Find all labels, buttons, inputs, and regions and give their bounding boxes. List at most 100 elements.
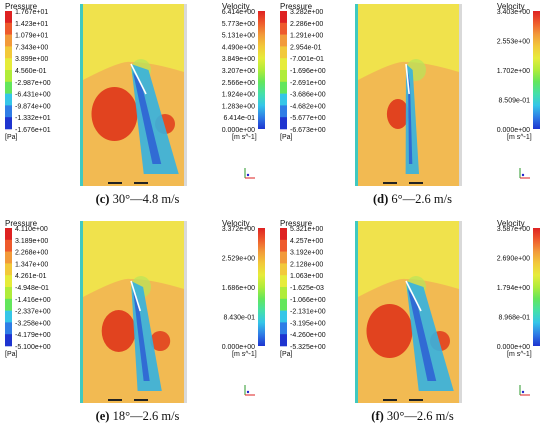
axis-triad-z xyxy=(521,390,525,394)
pressure-tick-label: 2.286e+00 xyxy=(290,21,323,28)
velocity-legend-title: Velocity xyxy=(497,2,525,11)
pressure-tick-label: 1.767e+01 xyxy=(15,9,48,16)
pressure-legend-swatch xyxy=(280,117,287,130)
pressure-tick-label: -4.179e+00 xyxy=(15,332,51,339)
velocity-tick-label: 3.207e+00 xyxy=(222,68,255,75)
pressure-tick-label: -1.625e-03 xyxy=(290,285,324,292)
caption-text: 6°—2.6 m/s xyxy=(391,192,452,206)
domain-wall-left xyxy=(80,221,83,403)
pressure-tick-label: 3.189e+00 xyxy=(15,238,48,245)
velocity-legend-bar xyxy=(533,11,540,129)
pressure-tick-label: -5.677e+00 xyxy=(290,115,326,122)
pressure-legend-swatch xyxy=(280,251,287,264)
low-pressure-core xyxy=(408,72,413,164)
velocity-tick-label: 0.000e+00 xyxy=(497,344,530,351)
panel-caption: (f) 30°—2.6 m/s xyxy=(275,409,550,424)
pressure-tick-label: 1.291e+00 xyxy=(290,33,323,40)
scale-bar xyxy=(134,399,148,401)
pressure-tick-label: 1.079e+01 xyxy=(15,33,48,40)
pressure-legend-swatch xyxy=(5,117,12,130)
domain-wall-left xyxy=(355,221,358,403)
low-pressure-core xyxy=(133,289,150,381)
pressure-tick-label: 1.423e+01 xyxy=(15,21,48,28)
scale-bar xyxy=(108,399,122,401)
plate-section xyxy=(405,63,410,95)
caption-label: (e) xyxy=(95,409,110,423)
pressure-tick-label: -4.682e+00 xyxy=(290,103,326,110)
pressure-legend-swatch xyxy=(280,275,287,288)
pressure-tick-label: -2.131e+00 xyxy=(290,309,326,316)
pressure-legend-swatch xyxy=(5,81,12,94)
scale-bar xyxy=(383,399,397,401)
plate-section xyxy=(130,280,142,312)
pressure-tick-label: -9.874e+00 xyxy=(15,103,51,110)
low-pressure-core xyxy=(133,72,162,164)
pressure-tick-label: -3.258e+00 xyxy=(15,320,51,327)
pressure-tick-label: 4.261e-01 xyxy=(15,273,47,280)
domain-wall-left xyxy=(355,4,358,186)
caption-label: (c) xyxy=(95,192,110,206)
panel-c: 1.767e+01 1.423e+01 1.079e+01 7.343e+00 3.89… xyxy=(0,0,275,217)
velocity-tick-label: 8.509e-01 xyxy=(498,98,530,105)
pressure-tick-label: 2.128e+00 xyxy=(290,261,323,268)
velocity-tick-label: 1.794e+00 xyxy=(497,285,530,292)
high-pressure-zone xyxy=(366,304,413,358)
pressure-legend-swatch xyxy=(5,322,12,335)
pressure-tick-label: 2.268e+00 xyxy=(15,250,48,257)
velocity-tick-label: 2.566e+00 xyxy=(222,80,255,87)
plate-section xyxy=(405,280,422,312)
pressure-tick-label: 1.347e+00 xyxy=(15,261,48,268)
high-pressure-zone xyxy=(386,99,409,129)
pressure-tick-label: 4.560e-01 xyxy=(15,68,47,75)
pressure-tick-label: 3.192e+00 xyxy=(290,250,323,257)
pressure-tick-label: 7.343e+00 xyxy=(15,44,48,51)
velocity-tick-label: 2.529e+00 xyxy=(222,256,255,263)
pressure-legend-unit: [Pa] xyxy=(5,351,18,358)
pressure-legend-swatch xyxy=(5,310,12,323)
pressure-legend-swatch xyxy=(280,334,287,347)
pressure-tick-label: -6.673e+00 xyxy=(290,127,326,134)
velocity-legend-unit: [m s^-1] xyxy=(232,351,257,358)
pressure-legend-swatch xyxy=(280,239,287,252)
pressure-legend-swatch xyxy=(5,11,12,24)
pressure-legend-swatch xyxy=(5,298,12,311)
pressure-tick-label: -1.696e+00 xyxy=(290,68,326,75)
scale-bar xyxy=(409,399,423,401)
velocity-tick-label: 3.849e+00 xyxy=(222,56,255,63)
velocity-tick-label: 3.372e+00 xyxy=(222,226,255,233)
pressure-tick-label: -1.676e+01 xyxy=(15,127,51,134)
caption-label: (f) xyxy=(371,409,384,423)
pressure-tick-label: -5.100e+00 xyxy=(15,344,51,351)
pressure-legend-swatch xyxy=(5,287,12,300)
contour-field: 5.321e+00 4.257e+00 3.192e+00 2.128e+00 1.06… xyxy=(280,221,540,403)
pressure-tick-label: -7.001e-01 xyxy=(290,56,324,63)
pressure-tick-label: -2.337e+00 xyxy=(15,309,51,316)
panel-caption: (d) 6°—2.6 m/s xyxy=(275,192,550,207)
pressure-legend-title: Pressure xyxy=(5,2,38,11)
velocity-tick-label: 5.131e+00 xyxy=(222,33,255,40)
pressure-legend-swatch xyxy=(280,105,287,118)
domain-wall-right xyxy=(459,4,462,186)
axis-triad-z xyxy=(246,390,250,394)
velocity-tick-label: 2.690e+00 xyxy=(497,256,530,263)
velocity-legend-title: Velocity xyxy=(222,219,250,228)
axis-triad-z xyxy=(246,173,250,177)
velocity-tick-label: 8.430e-01 xyxy=(223,315,255,322)
velocity-tick-label: 0.000e+00 xyxy=(222,344,255,351)
velocity-tick-label: 5.773e+00 xyxy=(222,21,255,28)
pressure-legend-swatch xyxy=(5,105,12,118)
panel-f: 5.321e+00 4.257e+00 3.192e+00 2.128e+00 1.06… xyxy=(275,217,550,434)
pressure-tick-label: -3.195e+00 xyxy=(290,320,326,327)
pressure-legend-swatch xyxy=(5,93,12,106)
velocity-legend-bar xyxy=(258,11,265,129)
pressure-legend-title: Pressure xyxy=(5,219,38,228)
pressure-legend-swatch xyxy=(5,70,12,83)
pressure-legend-swatch xyxy=(280,81,287,94)
velocity-tick-label: 1.283e+00 xyxy=(222,103,255,110)
pressure-tick-label: -4.948e-01 xyxy=(15,285,49,292)
pressure-legend-swatch xyxy=(280,287,287,300)
pressure-legend-swatch xyxy=(280,263,287,276)
velocity-tick-label: 1.702e+00 xyxy=(497,68,530,75)
caption-text: 18°—2.6 m/s xyxy=(112,409,180,423)
velocity-tick-label: 8.968e-01 xyxy=(498,315,530,322)
